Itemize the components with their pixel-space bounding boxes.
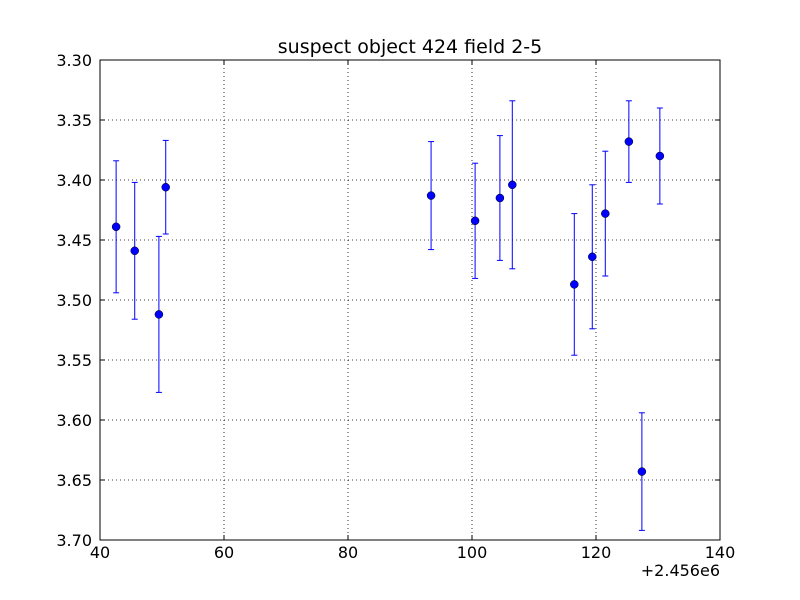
x-tick-label: 40 xyxy=(90,543,110,562)
data-point xyxy=(426,191,436,200)
y-tick-label: 3.50 xyxy=(56,291,92,310)
y-tick-label: 3.65 xyxy=(56,471,92,490)
y-tick-label: 3.35 xyxy=(56,111,92,130)
y-tick-label: 3.30 xyxy=(56,51,92,70)
data-point xyxy=(508,180,517,190)
x-offset-label: +2.456e6 xyxy=(641,561,720,580)
data-point xyxy=(495,193,505,203)
data-point xyxy=(624,137,634,146)
y-tick-label: 3.40 xyxy=(56,171,92,190)
data-point xyxy=(601,209,610,218)
x-tick-label: 100 xyxy=(457,543,488,562)
data-point xyxy=(470,216,480,226)
data-point xyxy=(637,467,647,476)
x-tick-label: 140 xyxy=(705,543,736,562)
data-point xyxy=(111,222,121,232)
plot-frame xyxy=(99,59,721,541)
x-tick-label: 80 xyxy=(338,543,358,562)
y-tick-label: 3.45 xyxy=(56,231,92,250)
data-point xyxy=(655,151,665,161)
data-point xyxy=(154,310,164,319)
data-point xyxy=(588,252,597,262)
chart-title: suspect object 424 field 2-5 xyxy=(278,36,543,58)
y-tick-label: 3.70 xyxy=(56,531,92,550)
data-point xyxy=(161,182,170,192)
x-tick-label: 120 xyxy=(581,543,612,562)
y-tick-label: 3.55 xyxy=(56,351,92,370)
data-point xyxy=(130,246,139,256)
x-tick-label: 60 xyxy=(214,543,234,562)
y-tick-label: 3.60 xyxy=(56,411,92,430)
data-point xyxy=(570,280,579,289)
